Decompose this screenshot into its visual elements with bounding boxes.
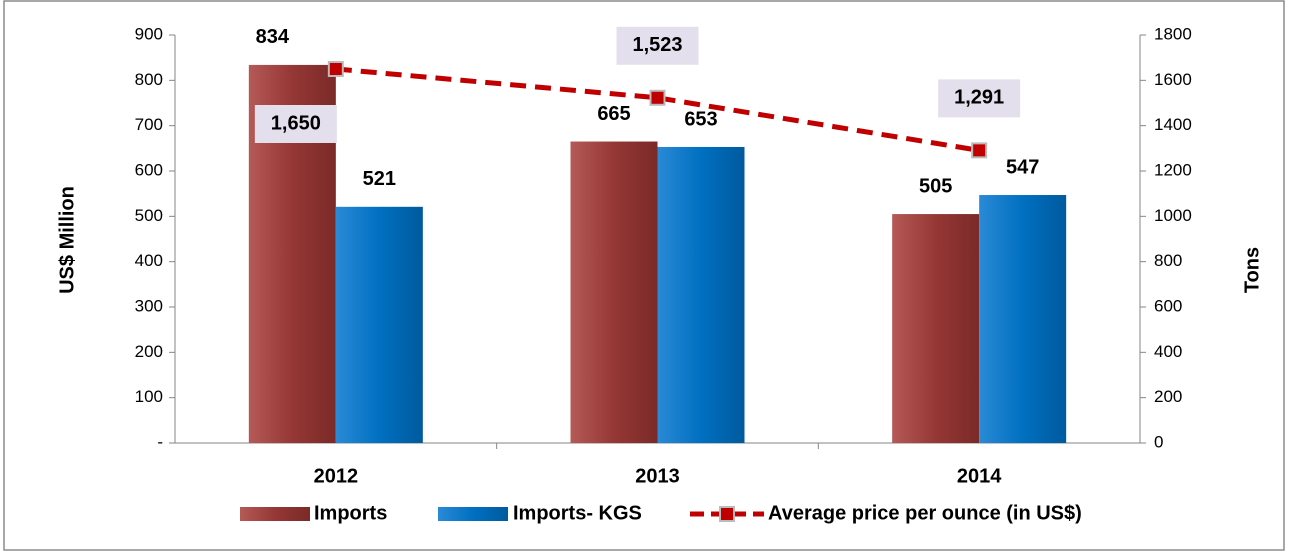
legend-swatch: [240, 507, 310, 521]
y-tick-label: 100: [135, 387, 163, 406]
legend-label: Imports- KGS: [513, 502, 642, 524]
marker: [971, 142, 988, 159]
y2-tick-label: 1600: [1154, 70, 1192, 89]
legend-swatch: [438, 507, 508, 521]
marker: [327, 61, 344, 77]
x-tick-label: 2014: [957, 465, 1002, 487]
y2-axis-title: Tons: [1241, 247, 1263, 293]
y-tick-label: 800: [135, 70, 163, 89]
data-label-box: [616, 26, 699, 65]
y2-tick-label: 1400: [1154, 115, 1192, 134]
legend-marker: [719, 506, 735, 522]
y2-tick-label: 800: [1154, 251, 1182, 270]
x-tick-label: 2013: [635, 465, 680, 487]
y2-tick-label: 600: [1154, 296, 1182, 315]
bar-label: 653: [684, 108, 717, 130]
data-label: 1,291: [954, 87, 1004, 109]
y-tick-label: 200: [135, 342, 163, 361]
data-label-box: [254, 105, 337, 143]
data-label-box: [938, 79, 1021, 118]
line: [335, 66, 980, 153]
y2-tick-label: 1800: [1154, 24, 1192, 43]
y-tick-label: 600: [135, 160, 163, 179]
y2-tick-label: 0: [1154, 432, 1163, 451]
y-axis-title: US$ Million: [56, 186, 78, 294]
bar: [570, 141, 658, 444]
bar-label: 505: [919, 175, 952, 197]
y2-tick-label: 1000: [1154, 206, 1192, 225]
bar-label: 521: [363, 168, 396, 190]
y-tick-label: 300: [135, 296, 163, 315]
bar: [979, 195, 1067, 443]
marker: [649, 89, 666, 106]
bar: [657, 146, 745, 443]
data-label: 1,523: [632, 34, 682, 56]
bar: [335, 206, 423, 443]
bar-label: 547: [1006, 156, 1039, 178]
x-tick-label: 2012: [314, 465, 359, 487]
y-tick-label: 500: [135, 206, 163, 225]
y-tick-label: 400: [135, 251, 163, 270]
y-tick-label: 900: [135, 24, 163, 43]
bar-label: 665: [597, 103, 630, 125]
y2-tick-label: 1200: [1154, 160, 1192, 179]
bar: [892, 214, 980, 443]
data-label: 1,650: [271, 112, 321, 134]
y-tick-label: -: [157, 432, 163, 451]
bar-label: 834: [256, 26, 290, 48]
y2-tick-label: 200: [1154, 387, 1182, 406]
legend-label: Imports: [314, 502, 387, 524]
y2-tick-label: 400: [1154, 342, 1182, 361]
legend-label: Average price per ounce (in US$): [768, 502, 1082, 524]
y-tick-label: 700: [135, 115, 163, 134]
